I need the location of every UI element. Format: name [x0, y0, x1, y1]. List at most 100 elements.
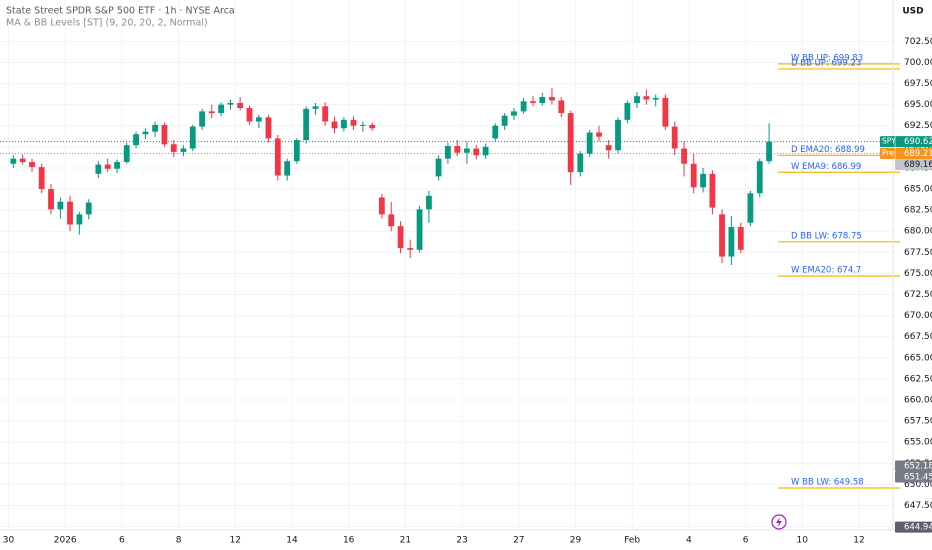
- level-label: D BB UP: 699.23: [791, 58, 861, 68]
- x-tick-label: 21: [400, 536, 411, 546]
- y-tick-label: 650.00: [904, 480, 932, 490]
- candle-body: [511, 111, 517, 116]
- price-badge: [895, 471, 932, 483]
- badge-value: 644.94: [904, 523, 932, 533]
- candle-body: [416, 209, 423, 250]
- candle-body: [737, 227, 744, 250]
- candle-body: [605, 145, 612, 151]
- candle-body: [170, 144, 177, 152]
- candle-body: [435, 158, 442, 177]
- candle-body: [530, 101, 536, 103]
- candle-body: [700, 173, 706, 188]
- candle-body: [48, 189, 54, 210]
- candle-body: [501, 115, 508, 126]
- candle-body: [690, 163, 697, 188]
- x-tick-label: 27: [513, 536, 524, 546]
- badge-value: 651.45: [904, 473, 932, 483]
- currency-label[interactable]: USD: [902, 7, 923, 17]
- candle-body: [293, 140, 300, 162]
- candle-body: [255, 117, 262, 122]
- y-tick-label: 667.50: [904, 332, 932, 342]
- candle-body: [586, 132, 593, 154]
- badge-label: SPY: [882, 137, 896, 146]
- y-tick-label: 682.50: [904, 206, 932, 216]
- candle-body: [634, 96, 640, 103]
- candle-body: [407, 248, 414, 250]
- candle-body: [57, 201, 64, 210]
- y-tick-label: 677.50: [904, 248, 932, 258]
- y-tick-label: 670.00: [904, 311, 932, 321]
- x-tick-label: 12: [853, 536, 864, 546]
- candle-body: [218, 104, 225, 114]
- candle-body: [38, 167, 45, 190]
- y-tick-label: 675.00: [904, 269, 932, 279]
- level-label: W BB UP: 699.83: [791, 53, 863, 63]
- candle-body: [142, 131, 149, 135]
- candle-body: [454, 146, 461, 153]
- candle-body: [378, 197, 385, 215]
- x-tick-label: 16: [343, 536, 355, 546]
- y-tick-label: 662.50: [904, 374, 932, 384]
- candle-body: [123, 145, 130, 163]
- candle-body: [133, 134, 139, 146]
- price-badge: [880, 148, 932, 160]
- replay-icon[interactable]: [771, 514, 787, 530]
- y-tick-label: 697.50: [904, 79, 932, 89]
- candle-body: [520, 101, 527, 112]
- candle-body: [728, 227, 735, 257]
- candle-body: [67, 201, 73, 225]
- candle-body: [322, 106, 329, 122]
- candle-body: [152, 124, 158, 132]
- y-tick-label: 657.50: [904, 417, 932, 427]
- candle-body: [464, 148, 470, 153]
- candle-body: [19, 158, 26, 163]
- candle-body: [756, 161, 763, 194]
- candle-body: [643, 96, 650, 100]
- icon-circle: [771, 514, 787, 530]
- candle-body: [161, 124, 168, 145]
- candle-body: [227, 102, 234, 105]
- y-tick-label: 680.00: [904, 227, 932, 237]
- y-tick-label: 655.00: [904, 438, 932, 448]
- candle-body: [76, 214, 83, 225]
- candle-body: [274, 138, 281, 176]
- badge-label: Pre: [882, 149, 894, 158]
- candle-body: [426, 195, 432, 210]
- x-tick-label: 4: [686, 536, 692, 546]
- candle-body: [624, 102, 631, 120]
- candle-body: [29, 162, 35, 168]
- y-tick-label: 692.50: [904, 121, 932, 131]
- candle-body: [539, 97, 546, 103]
- candle-body: [662, 97, 669, 127]
- x-tick-label: 6: [119, 536, 125, 546]
- level-label: W EMA20: 674.7: [791, 265, 861, 275]
- y-tick-label: 660.00: [904, 396, 932, 406]
- candle-body: [350, 119, 357, 126]
- candle-body: [709, 173, 716, 208]
- x-tick-label: 23: [456, 536, 467, 546]
- level-label: D BB LW: 678.75: [791, 231, 862, 241]
- x-tick-label: 2026: [54, 536, 77, 546]
- candle-body: [95, 164, 102, 174]
- chart-title: State Street SPDR S&P 500 ETF · 1h · NYS…: [6, 6, 235, 17]
- candle-body: [615, 119, 621, 151]
- x-tick-label: 6: [743, 536, 749, 546]
- candle-body: [388, 214, 395, 227]
- candle-body: [567, 113, 574, 173]
- grid: [0, 0, 893, 530]
- x-tick-label: Feb: [624, 536, 640, 546]
- candle-body: [482, 146, 489, 156]
- y-tick-label: 700.00: [904, 58, 932, 68]
- candle-body: [199, 111, 206, 127]
- candle-body: [85, 202, 92, 215]
- candle-body: [445, 146, 451, 159]
- candle-body: [312, 106, 319, 109]
- candle-body: [549, 97, 555, 101]
- y-tick-label: 647.50: [904, 501, 932, 511]
- candle-body: [189, 126, 196, 149]
- candle-body: [10, 158, 17, 164]
- candle-body: [104, 164, 111, 169]
- candle-body: [766, 141, 773, 162]
